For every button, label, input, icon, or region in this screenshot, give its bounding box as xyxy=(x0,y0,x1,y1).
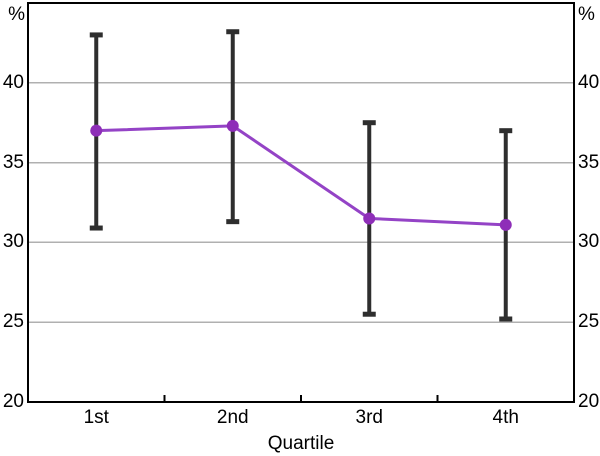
y-tick-label-left-40: 40 xyxy=(2,71,24,93)
y-tick-label-right-35: 35 xyxy=(578,151,600,173)
x-tick-label-4th: 4th xyxy=(492,407,519,428)
y-tick-label-left-25: 25 xyxy=(2,311,24,333)
y-axis-unit-left: % xyxy=(8,4,25,25)
y-tick-label-right-20: 20 xyxy=(578,391,600,412)
x-tick-label-3rd: 3rd xyxy=(355,407,383,428)
y-tick-label-left-35: 35 xyxy=(2,151,24,173)
y-tick-label-right-25: 25 xyxy=(578,311,600,333)
data-point-3rd xyxy=(363,212,376,225)
y-tick-label-right-40: 40 xyxy=(578,71,600,93)
y-tick-label-right-30: 30 xyxy=(578,231,600,253)
data-point-1st xyxy=(90,124,103,137)
x-tick-label-2nd: 2nd xyxy=(216,407,249,428)
y-tick-label-left-30: 30 xyxy=(2,231,24,253)
plot-frame xyxy=(27,2,575,403)
x-axis-title: Quartile xyxy=(267,433,335,454)
series-line xyxy=(94,124,508,227)
x-tick-label-1st: 1st xyxy=(83,407,109,428)
y-axis-unit-right: % xyxy=(578,4,595,25)
y-tick-label-left-20: 20 xyxy=(2,391,24,412)
data-point-2nd xyxy=(226,119,239,132)
data-point-4th xyxy=(499,218,512,231)
